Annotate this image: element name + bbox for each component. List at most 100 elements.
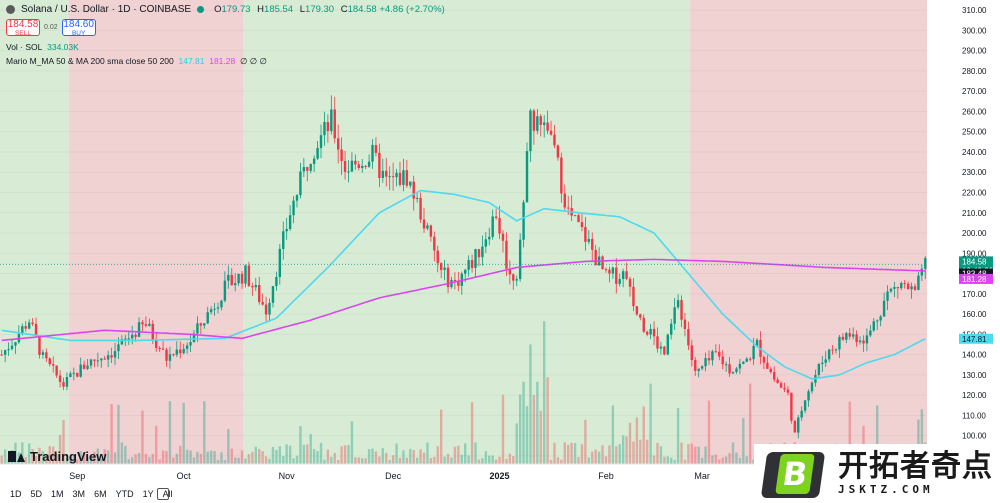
volume-bar <box>683 459 687 464</box>
symbol-header: Solana / U.S. Dollar · 1D · COINBASE O17… <box>6 4 445 15</box>
volume-bar <box>707 400 711 464</box>
y-tick-label: 280.00 <box>962 67 987 76</box>
volume-bar <box>45 455 48 464</box>
volume-bar <box>220 452 223 464</box>
volume-bar <box>354 457 357 464</box>
candle-body <box>508 268 512 275</box>
candle-body <box>333 109 336 139</box>
range-1d[interactable]: 1D <box>10 489 22 499</box>
candle-body <box>439 263 443 271</box>
volume-bar <box>158 459 161 464</box>
candle-body <box>824 359 827 363</box>
volume-bar <box>742 417 745 464</box>
range-6m[interactable]: 6M <box>94 489 107 499</box>
candle-body <box>539 116 542 125</box>
range-1y[interactable]: 1Y <box>142 489 154 499</box>
candle-body <box>900 283 903 289</box>
volume-bar <box>199 453 203 464</box>
volume-bar <box>652 455 656 464</box>
sell-button[interactable]: 184.58 SELL <box>6 19 40 37</box>
price-axis[interactable]: 90.00100.00110.00120.00130.00140.00150.0… <box>927 0 1000 464</box>
volume-bar <box>336 459 340 464</box>
volume-bar <box>189 450 192 464</box>
y-tick-label: 130.00 <box>962 371 987 380</box>
volume-bar <box>65 457 69 464</box>
candle-body <box>175 349 179 355</box>
candle-body <box>841 336 845 340</box>
range-all[interactable]: All <box>162 489 173 499</box>
candle-body <box>694 360 697 371</box>
range-1m[interactable]: 1M <box>51 489 64 499</box>
volume-bar <box>704 446 707 464</box>
candle-body <box>724 364 728 366</box>
volume-bar <box>439 409 443 464</box>
volume-bar <box>96 448 100 464</box>
calendar-icon[interactable] <box>157 488 169 500</box>
buy-button[interactable]: 184.60 BUY <box>61 19 96 37</box>
volume-bar <box>728 453 731 464</box>
volume-bar <box>72 455 76 464</box>
candle-body <box>731 371 735 374</box>
zone-red <box>68 0 244 464</box>
candle-body <box>223 280 227 301</box>
candle-body <box>381 170 385 178</box>
zone-green <box>0 0 69 464</box>
candle-body <box>742 361 745 364</box>
volume-bar <box>700 457 704 464</box>
candle-body <box>673 307 676 324</box>
volume-bar <box>752 459 755 464</box>
candle-body <box>649 328 652 335</box>
volume-bar <box>209 450 213 464</box>
volume-indicator-legend[interactable]: Vol · SOL 334.03K <box>6 42 79 52</box>
watermark: B 开拓者奇点 JSKTZ.COM <box>754 444 1000 503</box>
volume-bar <box>470 402 474 464</box>
candle-body <box>306 167 309 171</box>
volume-bar <box>494 459 498 464</box>
candle-body <box>151 323 154 340</box>
volume-bar <box>694 446 697 464</box>
symbol-title[interactable]: Solana / U.S. Dollar · 1D · COINBASE <box>21 4 192 15</box>
candle-body <box>3 350 7 355</box>
range-ytd[interactable]: YTD <box>115 489 134 499</box>
volume-bar <box>748 383 752 464</box>
volume-bar <box>567 444 570 464</box>
open-value: 179.73 <box>221 4 251 15</box>
candle-body <box>185 345 189 349</box>
volume-bar <box>130 457 134 464</box>
candle-body <box>130 334 134 339</box>
volume-bar <box>584 419 587 464</box>
volume-bar <box>69 457 72 464</box>
ma-indicator-legend[interactable]: Mario M_MA 50 & MA 200 sma close 50 200 … <box>6 56 267 66</box>
candle-body <box>556 145 560 158</box>
candle-body <box>227 274 230 281</box>
change-value: +4.86 (+2.70%) <box>379 4 445 15</box>
volume-bar <box>501 394 505 464</box>
candle-body <box>106 355 110 360</box>
candle-body <box>834 349 838 351</box>
candle-body <box>275 277 278 287</box>
candle-body <box>196 323 199 334</box>
candle-body <box>481 246 484 258</box>
candle-body <box>786 389 790 393</box>
y-tick-label: 260.00 <box>962 107 987 116</box>
candle-body <box>896 287 900 289</box>
volume-bar <box>450 457 453 464</box>
volume-bar <box>62 420 65 464</box>
candle-body <box>858 340 862 343</box>
candle-body <box>309 163 312 171</box>
candle-body <box>525 151 529 203</box>
volume-bar <box>556 457 560 464</box>
candle-body <box>10 345 14 350</box>
candle-body <box>515 279 518 281</box>
volume-bar <box>477 459 481 464</box>
volume-bar <box>457 445 460 464</box>
tradingview-logo[interactable]: TradingView <box>8 449 106 464</box>
candle-body <box>203 323 206 326</box>
range-5d[interactable]: 5D <box>30 489 43 499</box>
candle-body <box>687 328 690 346</box>
range-3m[interactable]: 3M <box>72 489 86 499</box>
candle-body <box>522 202 525 240</box>
candle-body <box>680 300 683 320</box>
